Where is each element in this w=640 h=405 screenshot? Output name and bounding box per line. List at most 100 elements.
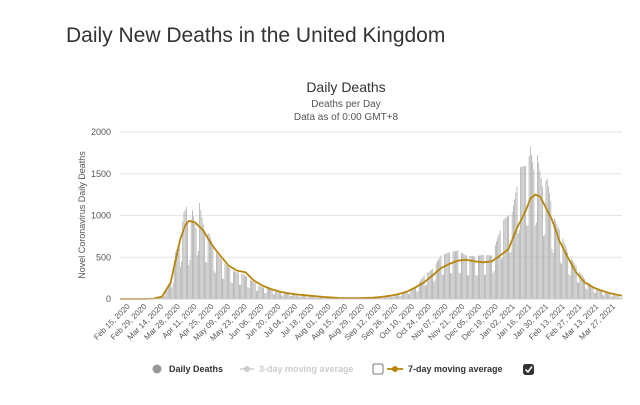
y-tick-label-1500: 1500 [91, 169, 111, 179]
daily-deaths-bar [181, 261, 182, 299]
daily-deaths-bar [537, 155, 538, 299]
y-tick-label-500: 500 [96, 252, 111, 262]
daily-deaths-bar [476, 275, 478, 299]
daily-deaths-bar [379, 297, 380, 299]
daily-deaths-bar [487, 255, 489, 299]
daily-deaths-bar [513, 205, 514, 299]
daily-deaths-bar [531, 154, 532, 299]
grid-lines [120, 131, 622, 300]
y-axis-label: Novel Coronavirus Daily Deaths [77, 151, 87, 279]
daily-deaths-bar [167, 285, 169, 299]
daily-deaths-bar [311, 296, 313, 299]
legend-marker-7-day [392, 366, 398, 372]
daily-deaths-bar [287, 293, 289, 299]
daily-deaths-bar [208, 233, 210, 299]
daily-deaths-bar [249, 279, 251, 299]
daily-deaths-bar [416, 291, 418, 299]
daily-deaths-bar [471, 256, 473, 299]
daily-deaths-bar [393, 294, 395, 299]
daily-deaths-bar [216, 253, 217, 299]
daily-deaths-bar [220, 259, 222, 299]
legend-item-3-day-moving-average[interactable]: 3-day moving average [240, 364, 354, 374]
daily-deaths-bar [603, 295, 605, 299]
daily-deaths-bar [528, 156, 530, 299]
daily-deaths-bar [490, 255, 491, 299]
daily-deaths-bar [436, 261, 438, 299]
daily-deaths-bar [499, 230, 501, 299]
daily-deaths-bar [461, 252, 462, 299]
daily-deaths-bar [424, 285, 426, 299]
daily-deaths-bar [479, 255, 480, 299]
daily-deaths-bar [204, 231, 205, 299]
daily-deaths-bar [171, 287, 173, 299]
daily-deaths-bar [550, 200, 552, 299]
daily-deaths-bar [493, 271, 495, 299]
daily-deaths-bar [272, 294, 274, 299]
daily-deaths-bar [405, 291, 407, 299]
daily-deaths-bar [619, 297, 620, 299]
daily-deaths-bar [397, 293, 398, 299]
daily-deaths-bar [188, 265, 190, 299]
daily-deaths-bar [193, 216, 194, 299]
daily-deaths-bar [404, 292, 406, 299]
daily-deaths-bar [270, 289, 272, 299]
daily-deaths-bar [298, 296, 299, 299]
daily-deaths-bar [558, 229, 560, 299]
daily-deaths-bar [555, 221, 557, 299]
series-line-7-day-moving-average [120, 193, 623, 300]
daily-deaths-bar [607, 293, 608, 299]
daily-deaths-bar [446, 253, 448, 299]
daily-deaths-bar [264, 292, 266, 299]
daily-deaths-bar [570, 258, 572, 299]
legend-item-7-day-moving-average[interactable]: 7-day moving average [372, 363, 503, 375]
daily-deaths-bar [508, 215, 509, 299]
daily-deaths-bar [438, 259, 439, 299]
daily-deaths-bar [403, 292, 404, 299]
daily-deaths-bar [534, 225, 536, 299]
daily-deaths-bar [219, 258, 221, 299]
daily-deaths-bar [315, 297, 316, 299]
legend-item-daily-deaths[interactable]: Daily Deaths [152, 364, 224, 374]
daily-deaths-bar [224, 263, 226, 299]
daily-deaths-bar [202, 224, 204, 299]
daily-deaths-bar [527, 225, 529, 299]
legend-checkbox-checked[interactable] [523, 364, 534, 375]
daily-deaths-bar [514, 199, 515, 299]
daily-deaths-bar [206, 262, 208, 299]
daily-deaths-bar [312, 296, 314, 299]
daily-deaths-bar [430, 269, 432, 299]
daily-deaths-bar [568, 274, 570, 299]
daily-deaths-bar [610, 296, 612, 299]
daily-deaths-bar [239, 284, 240, 299]
daily-deaths-bar [474, 256, 476, 299]
daily-deaths-bar [595, 292, 596, 299]
daily-deaths-bar [394, 294, 396, 299]
daily-deaths-bar [470, 256, 472, 299]
daily-deaths-bar [433, 281, 435, 299]
daily-deaths-bar [294, 294, 296, 299]
daily-deaths-bar [286, 293, 287, 299]
daily-deaths-bar [274, 294, 275, 299]
daily-deaths-bar [304, 295, 306, 299]
daily-deaths-bar [385, 296, 386, 299]
legend-marker-3-day [244, 366, 250, 372]
daily-deaths-bar [443, 274, 444, 299]
daily-deaths-bar [263, 287, 264, 299]
daily-deaths-bar [383, 297, 385, 299]
daily-deaths-bar [189, 260, 191, 299]
daily-deaths-bar [319, 297, 321, 299]
daily-deaths-bar [169, 283, 170, 299]
daily-deaths-bar [195, 228, 197, 299]
daily-deaths-bar [166, 288, 168, 299]
daily-deaths-bar [515, 192, 517, 299]
daily-deaths-bar [190, 219, 192, 299]
daily-deaths-bar [593, 292, 595, 299]
daily-deaths-bar [399, 295, 401, 299]
daily-deaths-bar [293, 293, 295, 299]
daily-deaths-bar [469, 255, 471, 299]
daily-deaths-bar [275, 291, 277, 299]
legend-toggle-checkbox[interactable] [372, 363, 384, 375]
daily-deaths-bar [543, 235, 544, 299]
y-tick-label-0: 0 [106, 294, 111, 304]
